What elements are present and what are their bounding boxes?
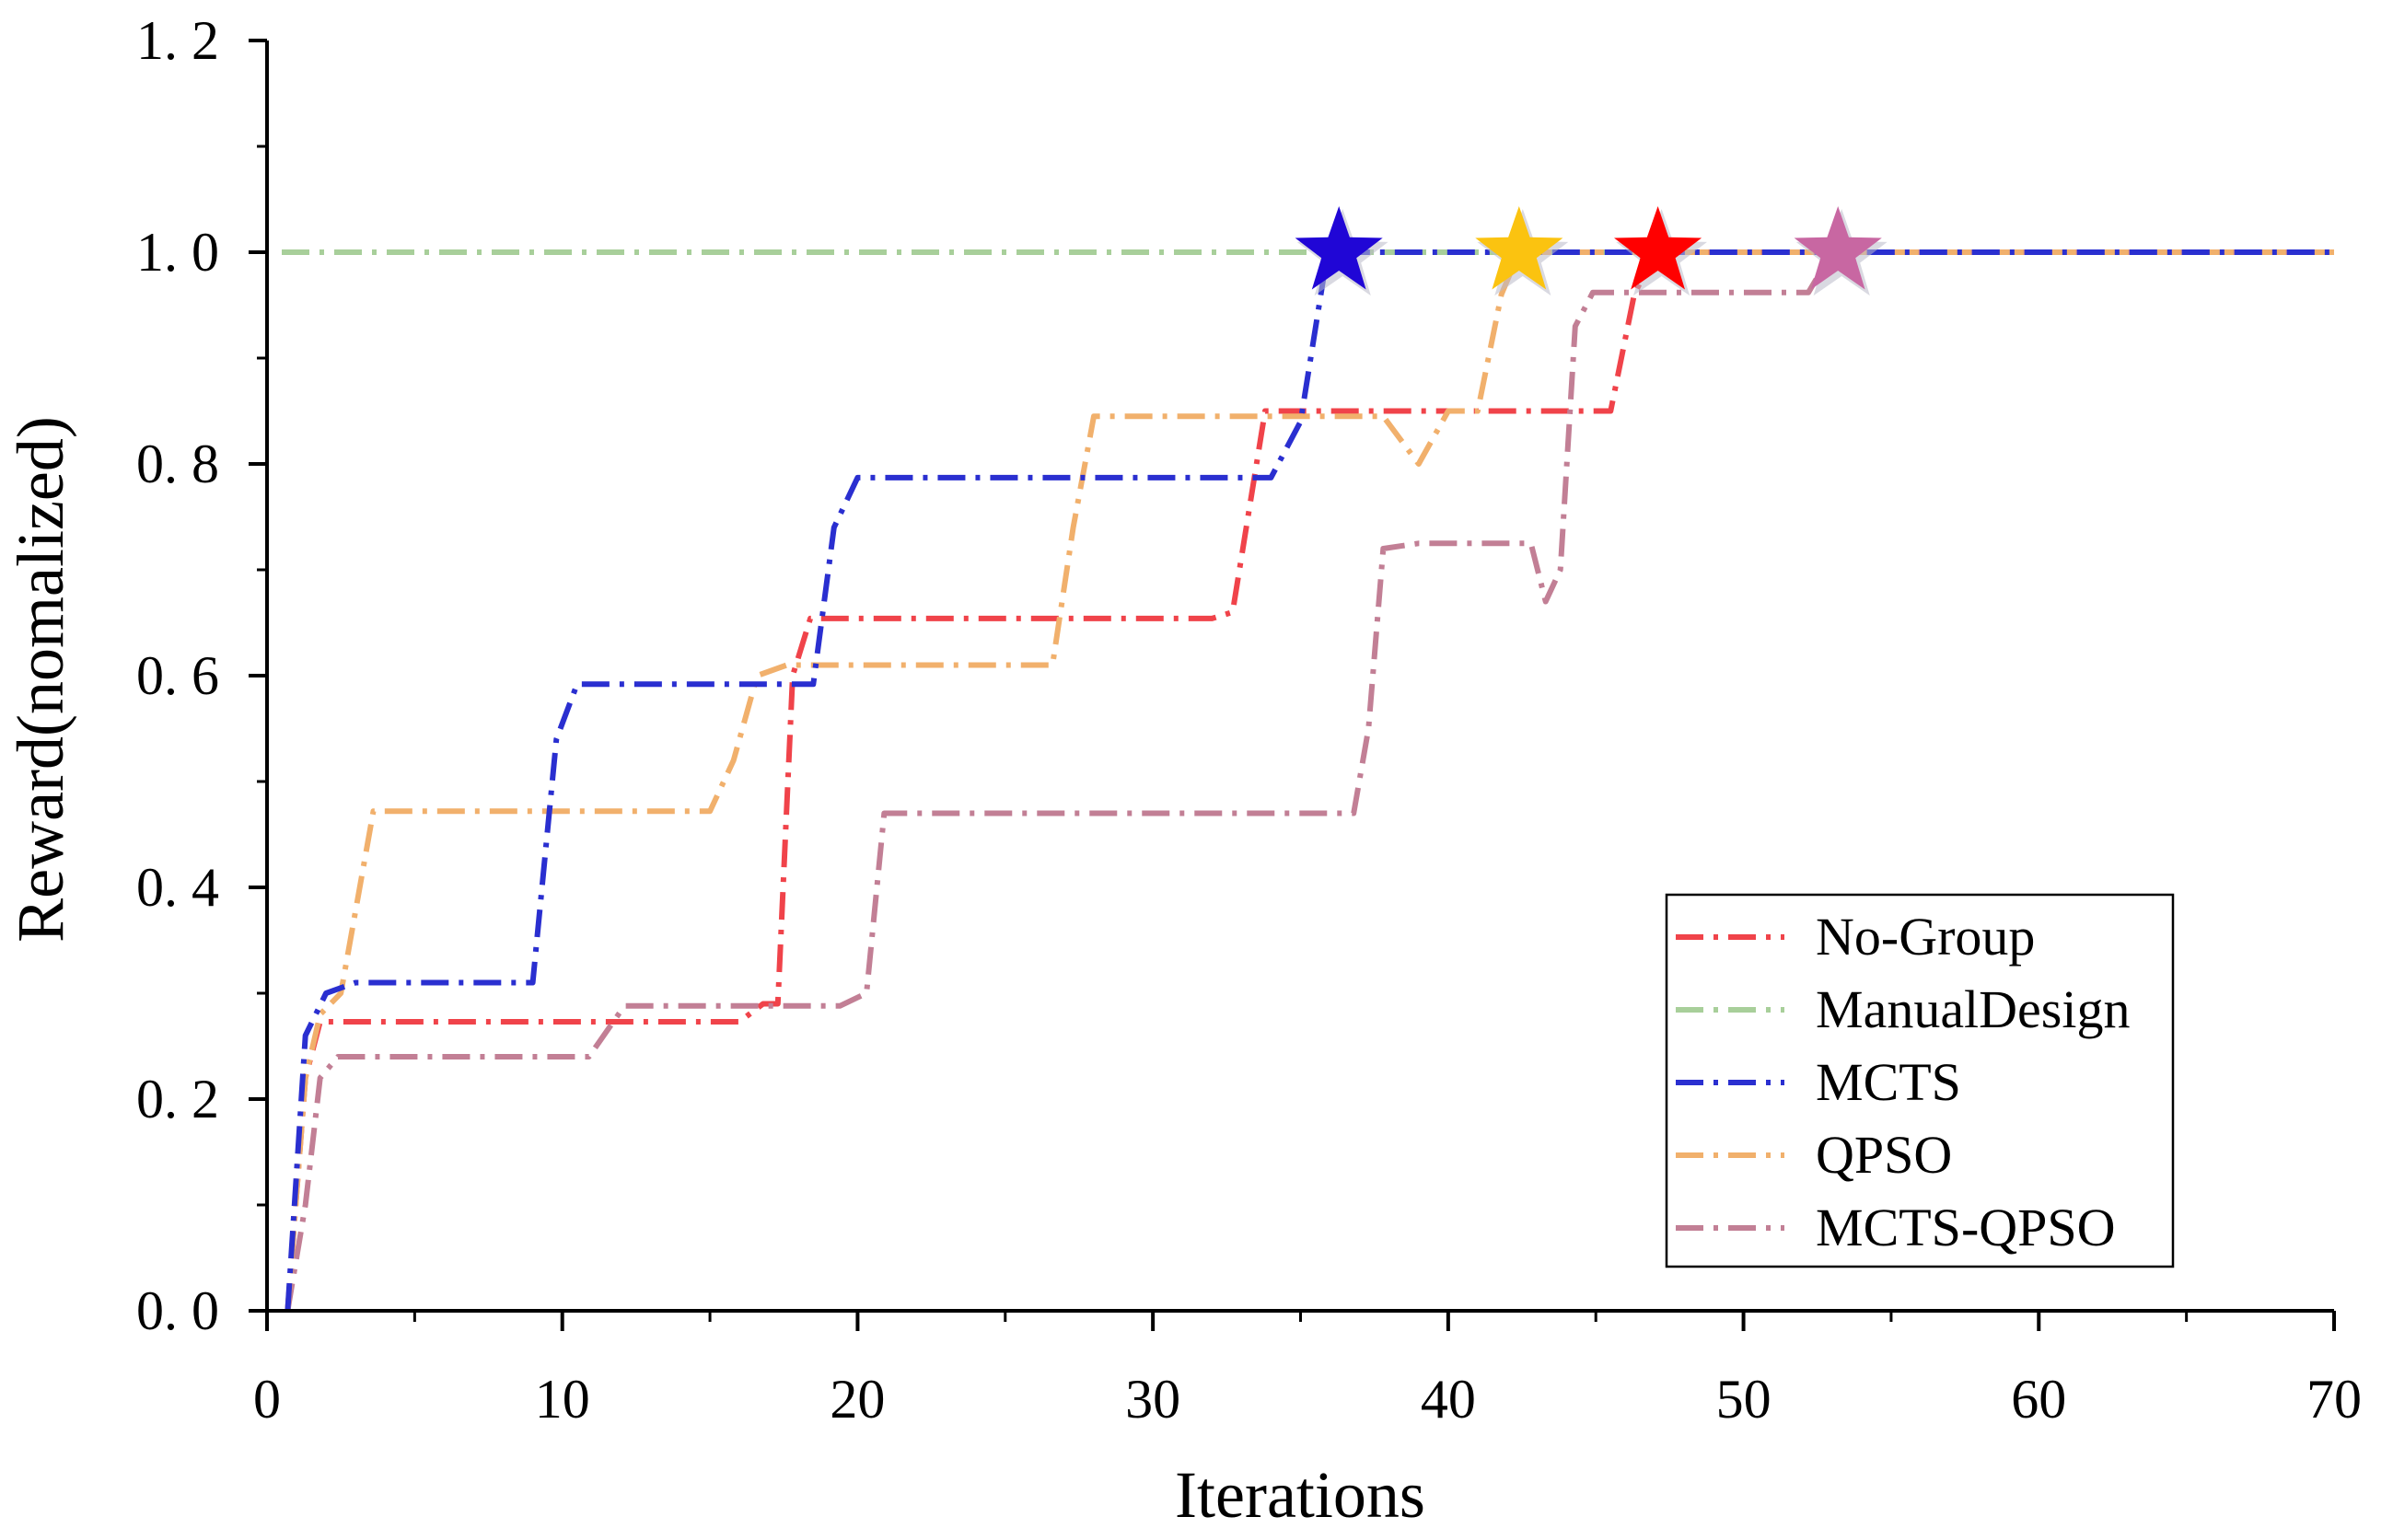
legend-label: ManualDesign	[1816, 979, 2131, 1039]
x-tick-label: 60	[2011, 1369, 2066, 1430]
x-tick-label: 40	[1421, 1369, 1476, 1430]
y-tick-label: 1. 0	[136, 222, 219, 283]
y-tick-label: 1. 2	[136, 10, 219, 71]
y-tick-label: 0. 0	[136, 1280, 219, 1341]
star-marker-no-group	[1614, 206, 1702, 290]
y-tick-label: 0. 6	[136, 645, 219, 706]
star-marker-mcts	[1295, 206, 1383, 290]
x-tick-label: 10	[535, 1369, 590, 1430]
x-tick-label: 30	[1125, 1369, 1180, 1430]
star-marker-mcts-qpso	[1794, 206, 1882, 290]
y-tick-label: 0. 8	[136, 434, 219, 494]
legend-label: MCTS-QPSO	[1816, 1198, 2116, 1257]
y-axis-title: Reward(nomalized)	[4, 416, 77, 943]
series-line-qpso	[285, 249, 2334, 1312]
x-tick-label: 70	[2306, 1369, 2362, 1430]
x-axis-title: Iterations	[1175, 1458, 1425, 1532]
series-line-mcts	[285, 249, 2334, 1312]
legend-label: No-Group	[1816, 907, 2035, 967]
y-tick-label: 0. 4	[136, 857, 219, 918]
y-ticks: 0. 0 0. 2 0. 4 0. 6 0. 8 1. 0 1. 2	[136, 10, 267, 1341]
legend-label: QPSO	[1816, 1125, 1952, 1185]
y-tick-label: 0. 2	[136, 1069, 219, 1129]
x-tick-label: 50	[1716, 1369, 1772, 1430]
x-tick-label: 0	[253, 1369, 281, 1430]
x-tick-label: 20	[830, 1369, 885, 1430]
legend-label: MCTS	[1816, 1052, 1961, 1112]
legend: No-Group ManualDesign MCTS QPSO MCTS-QPSO	[1665, 893, 2175, 1268]
legend-box	[1665, 893, 2175, 1268]
legend-entries: No-Group ManualDesign MCTS QPSO MCTS-QPSO	[1676, 907, 2131, 1257]
star-layer	[1295, 206, 1888, 296]
star-marker-qpso	[1475, 206, 1563, 290]
series-line-no-group	[285, 249, 2334, 1312]
series-layer	[282, 249, 2334, 1312]
x-ticks: 0 10 20 30 40 50 60 70	[253, 1311, 2362, 1430]
